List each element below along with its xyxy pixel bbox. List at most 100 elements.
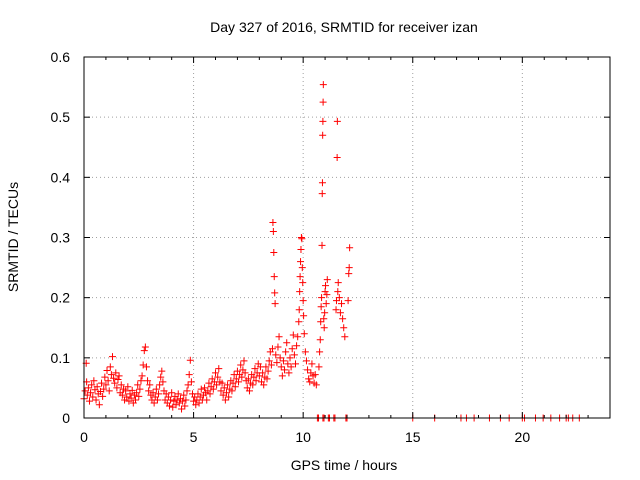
data-point: [146, 381, 154, 389]
data-point: [95, 401, 103, 409]
data-point: [158, 367, 166, 375]
data-point: [235, 378, 243, 386]
data-point: [287, 363, 295, 371]
data-point: [183, 387, 191, 395]
data-point: [170, 397, 178, 405]
data-point: [269, 218, 277, 226]
data-point: [259, 369, 267, 377]
data-point: [93, 383, 101, 391]
data-point: [288, 345, 296, 353]
data-point: [157, 373, 165, 381]
x-axis-label: GPS time / hours: [291, 457, 398, 473]
data-point: [113, 384, 121, 392]
data-point: [338, 300, 346, 308]
data-point: [127, 394, 135, 402]
data-point: [270, 249, 278, 257]
data-point: [165, 402, 173, 410]
data-point: [321, 309, 329, 317]
data-point: [332, 306, 340, 314]
data-point: [297, 258, 305, 266]
data-point: [265, 357, 273, 365]
data-point: [294, 333, 302, 341]
data-point: [99, 392, 107, 400]
data-point: [318, 190, 326, 198]
data-point: [285, 369, 293, 377]
data-point: [218, 379, 226, 387]
data-point: [111, 379, 119, 387]
data-point: [281, 366, 289, 374]
data-point: [134, 381, 142, 389]
data-point: [317, 303, 325, 311]
data-point: [106, 363, 114, 371]
data-point: [336, 309, 344, 317]
data-point: [114, 375, 122, 383]
data-point: [299, 297, 307, 305]
data-point: [283, 339, 291, 347]
x-tick-label: 15: [405, 429, 421, 445]
data-point: [101, 373, 109, 381]
data-point: [229, 379, 237, 387]
data-point: [81, 387, 89, 395]
data-point: [205, 379, 213, 387]
data-point: [87, 389, 95, 397]
data-point: [85, 397, 93, 405]
data-point: [306, 378, 314, 386]
data-point: [346, 244, 354, 252]
data-point: [122, 387, 130, 395]
data-point: [206, 390, 214, 398]
data-point: [340, 324, 348, 332]
data-point: [345, 264, 353, 272]
data-point: [245, 387, 253, 395]
data-point: [272, 351, 280, 359]
data-point: [135, 392, 143, 400]
data-point: [322, 300, 330, 308]
data-point: [178, 405, 186, 413]
data-point: [167, 396, 175, 404]
data-point: [298, 264, 306, 272]
data-point: [132, 396, 140, 404]
data-point: [300, 330, 308, 338]
plot-frame: [83, 56, 611, 419]
data-point: [241, 369, 249, 377]
data-point: [311, 371, 319, 379]
data-point: [186, 356, 194, 364]
data-point: [271, 289, 279, 297]
data-point: [172, 401, 180, 409]
data-point: [133, 389, 141, 397]
axis-ticks: [83, 56, 611, 419]
data-point: [110, 374, 118, 382]
data-points: [80, 81, 583, 422]
data-point: [187, 378, 195, 386]
data-point: [155, 390, 163, 398]
data-point: [316, 348, 324, 356]
data-point: [136, 385, 144, 393]
data-point: [126, 390, 134, 398]
x-tick-label: 20: [515, 429, 531, 445]
data-point: [92, 396, 100, 404]
data-point: [149, 389, 157, 397]
data-point: [315, 363, 323, 371]
data-point: [195, 399, 203, 407]
data-point: [221, 396, 229, 404]
data-point: [289, 331, 297, 339]
data-point: [339, 315, 347, 323]
data-point: [88, 381, 96, 389]
data-point: [312, 381, 320, 389]
data-point: [179, 397, 187, 405]
data-point: [237, 361, 245, 369]
data-point: [320, 315, 328, 323]
data-point: [107, 371, 115, 379]
data-point: [290, 351, 298, 359]
data-point: [252, 377, 260, 385]
data-point: [302, 357, 310, 365]
data-point: [222, 389, 230, 397]
data-point: [304, 366, 312, 374]
data-point: [305, 375, 313, 383]
data-point: [84, 384, 92, 392]
data-point: [217, 387, 225, 395]
data-point: [98, 379, 106, 387]
data-point: [203, 396, 211, 404]
data-point: [201, 384, 209, 392]
data-point: [341, 333, 349, 341]
data-point: [105, 387, 113, 395]
